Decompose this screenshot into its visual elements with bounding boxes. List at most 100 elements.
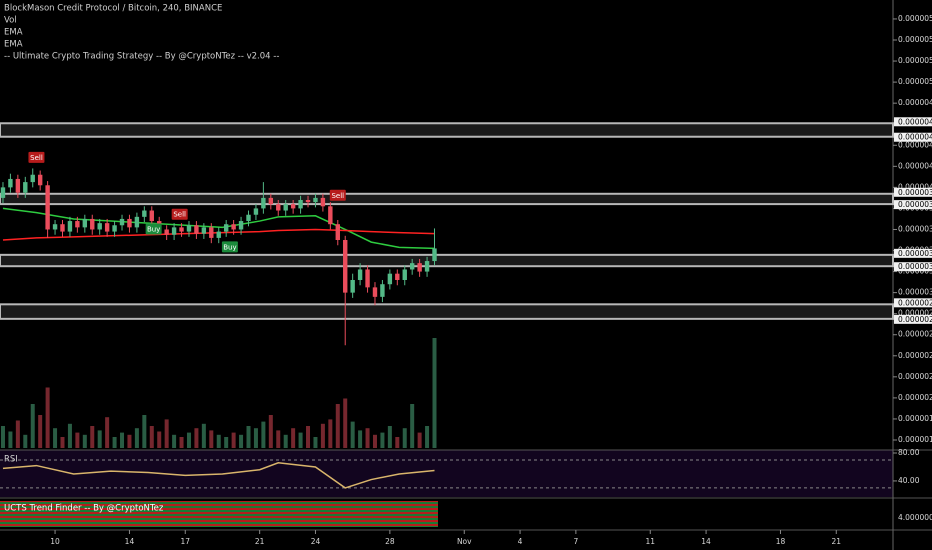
candle-body [328, 206, 333, 225]
volume-bar [216, 434, 221, 448]
volume-bar [194, 428, 199, 448]
volume-bar [97, 430, 102, 448]
volume-bar [372, 434, 377, 448]
rsi-label: RSI [4, 455, 18, 465]
volume-bar [60, 437, 65, 448]
plot: 0.00000560 0.00000540 0.00000520 0.00000500… [0, 14, 932, 546]
rsi-pane [0, 450, 893, 497]
candle-body [134, 216, 140, 228]
candle-body [305, 200, 311, 203]
volume-bar [343, 398, 348, 448]
candle-body [179, 227, 184, 232]
signal-label: Sell [331, 192, 344, 200]
candle-body [194, 225, 199, 234]
volume-bar [45, 387, 50, 448]
candle-body [149, 210, 154, 222]
legend-line: -- Ultimate Crypto Trading Strategy -- B… [4, 52, 279, 62]
candle-body [372, 287, 378, 297]
candle-body [395, 273, 400, 280]
volume-bar [298, 432, 303, 448]
candle-body [357, 269, 363, 280]
volume-bar [164, 419, 169, 448]
volume-bar [231, 432, 236, 448]
signal-badge [171, 208, 188, 220]
volume-bar [417, 432, 422, 448]
volume-bar [105, 417, 110, 448]
candle-body [52, 224, 58, 230]
volume-bar [350, 421, 355, 448]
volume-bar [120, 432, 125, 448]
candle-body [424, 261, 430, 272]
volume-bar [0, 426, 5, 448]
candle-body [276, 204, 281, 211]
y-tick-label: 0.00000540 [898, 35, 932, 44]
volume-bar [380, 432, 385, 448]
y-tick-label: 0.00000260 [898, 330, 932, 339]
volume-bar [8, 431, 13, 448]
y-tick-label: 0.00000220 [898, 372, 932, 381]
trend-axis-label: 4.00000000 [898, 513, 932, 522]
signal-badge [221, 241, 238, 253]
volume-bar [261, 421, 266, 448]
candle-body [8, 178, 13, 188]
candle-body [432, 248, 437, 262]
y-tick-label: 0.00000180 [898, 414, 932, 423]
candle-body [75, 221, 80, 228]
chart-title: BlockMason Credit Protocol / Bitcoin, 24… [4, 4, 222, 14]
candle-body [97, 223, 102, 230]
candle-body [409, 263, 415, 270]
x-tick-label: 18 [776, 537, 786, 546]
volume-bar [410, 404, 415, 448]
zone-label-bg [894, 262, 932, 272]
volume-bar [239, 434, 244, 448]
candle-body [343, 240, 348, 293]
candle-body [60, 224, 65, 232]
signal-label: Buy [223, 243, 236, 251]
candle-body [365, 269, 370, 288]
volume-bar [328, 419, 333, 448]
candle-body [0, 187, 6, 198]
candle-body [23, 182, 28, 193]
volume-bar [365, 428, 370, 448]
x-tick-label: 10 [50, 537, 60, 546]
x-tick-label: 28 [385, 537, 395, 546]
candle-body [246, 214, 251, 222]
volume-bar [387, 426, 392, 448]
volume-bar [395, 437, 400, 448]
volume-bar [209, 430, 214, 448]
candle-body [186, 225, 192, 232]
x-tick-label: Nov [457, 537, 472, 546]
zone [0, 122, 894, 138]
candle-body [67, 221, 73, 232]
candle-body [82, 218, 88, 228]
y-tick-label: 0.00000200 [898, 393, 932, 402]
volume-bar [30, 404, 35, 448]
rsi-line [2, 462, 435, 489]
volume-bar [157, 431, 162, 448]
signal-badge [329, 189, 346, 201]
candle-body [209, 227, 214, 238]
candle-body [283, 204, 288, 211]
candle-body [261, 197, 266, 209]
candle-body [268, 197, 274, 205]
zone [0, 192, 894, 206]
zone-label: 0.00000386 [898, 200, 932, 209]
volume-bar [276, 430, 281, 448]
volume-bar [432, 338, 437, 448]
signal-badge [28, 151, 45, 163]
candle-body [380, 284, 385, 297]
signal-label: Sell [30, 154, 43, 162]
candle-body [30, 174, 35, 183]
candle-body [171, 227, 177, 235]
zone-label-bg [894, 314, 932, 324]
candle-body [127, 218, 132, 228]
zone-label-bg [894, 132, 932, 142]
x-tick-label: 14 [125, 537, 135, 546]
candle-body [45, 185, 50, 230]
volume-bar [172, 434, 177, 448]
volume-bar [224, 437, 229, 448]
volume-bar [142, 415, 147, 448]
y-tick-label: 0.00000420 [898, 161, 932, 170]
volume-bar [67, 423, 72, 448]
